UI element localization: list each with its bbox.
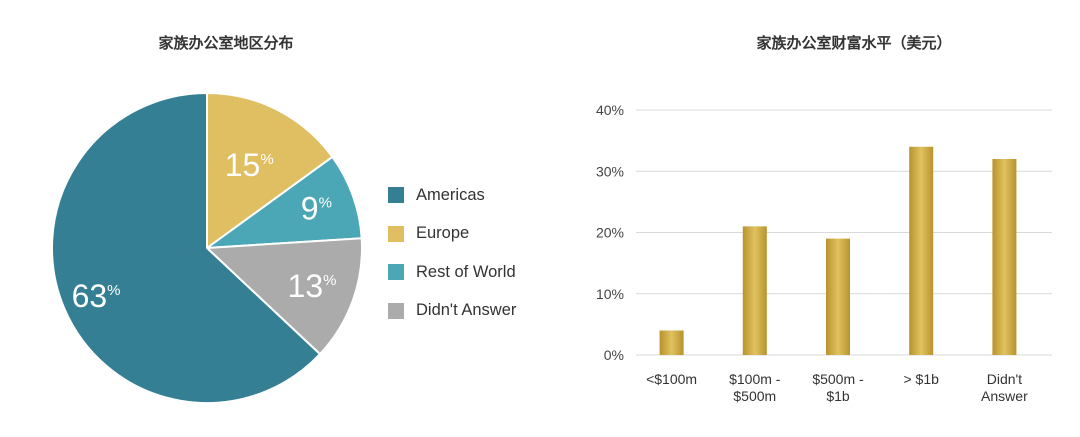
region-pie-panel: 家族办公室地区分布 15% 9% 13% 63% Americas Europe Rest…	[51, 34, 516, 404]
bar-500m-1b	[826, 238, 850, 355]
bar-1b	[909, 146, 934, 355]
legend-label: Europe	[416, 224, 470, 243]
x-tick-label: Didn't Answer	[981, 371, 1028, 404]
bar-didn-t-answer	[992, 159, 1017, 355]
x-tick-label: $500m -$1b	[812, 371, 864, 404]
wealth-bar-chart: 0% 10% 20% 30% 40% <$100m $100m -$500m $500m -$…	[596, 102, 1052, 404]
x-tick-label: <$100m	[646, 371, 697, 387]
pie-slice-rest-of-world	[203, 155, 363, 250]
region-pie-chart: 15% 9% 13% 63%	[51, 91, 363, 404]
y-tick-label: 40%	[596, 102, 624, 118]
legend-item-rest-of-world: Rest of World	[388, 253, 516, 292]
pie-slice-americas	[51, 91, 322, 404]
x-tick-label: $100m -$500m	[729, 371, 781, 404]
wealth-bar-panel: 家族办公室财富水平（美元） 0% 10% 20% 30% 40% <$100m $100m …	[560, 0, 1080, 437]
bar-100m-500m	[742, 226, 767, 355]
pie-slice-didn-t-answer	[204, 237, 363, 356]
pie-label-rest-of-world: 9%	[301, 191, 332, 227]
pie-chart-title: 家族办公室地区分布	[158, 34, 294, 52]
bar-chart-title: 家族办公室财富水平（美元）	[756, 34, 952, 52]
legend-label: Rest of World	[416, 262, 516, 281]
bar-100m	[659, 330, 684, 355]
pie-legend: Americas Europe Rest of World Didn't Answer	[388, 176, 516, 330]
pie-slice-europe	[206, 91, 334, 250]
pie-label-didn-t-answer: 13%	[288, 268, 337, 304]
legend-item-europe: Europe	[388, 215, 516, 254]
legend-item-didn-t-answer: Didn't Answer	[388, 292, 516, 331]
legend-swatch	[388, 264, 404, 281]
pie-label-europe: 15%	[225, 147, 274, 183]
legend-label: Americas	[416, 185, 485, 204]
legend-swatch	[388, 302, 404, 319]
legend-swatch	[388, 187, 404, 204]
y-tick-label: 20%	[596, 225, 624, 241]
y-tick-label: 10%	[596, 286, 624, 302]
y-tick-label: 0%	[604, 347, 624, 363]
legend-swatch	[388, 225, 404, 242]
y-tick-label: 30%	[596, 163, 624, 179]
legend-label: Didn't Answer	[416, 301, 517, 320]
legend-item-americas: Americas	[388, 176, 516, 215]
pie-label-americas: 63%	[72, 278, 121, 314]
x-tick-label: > $1b	[903, 371, 939, 387]
